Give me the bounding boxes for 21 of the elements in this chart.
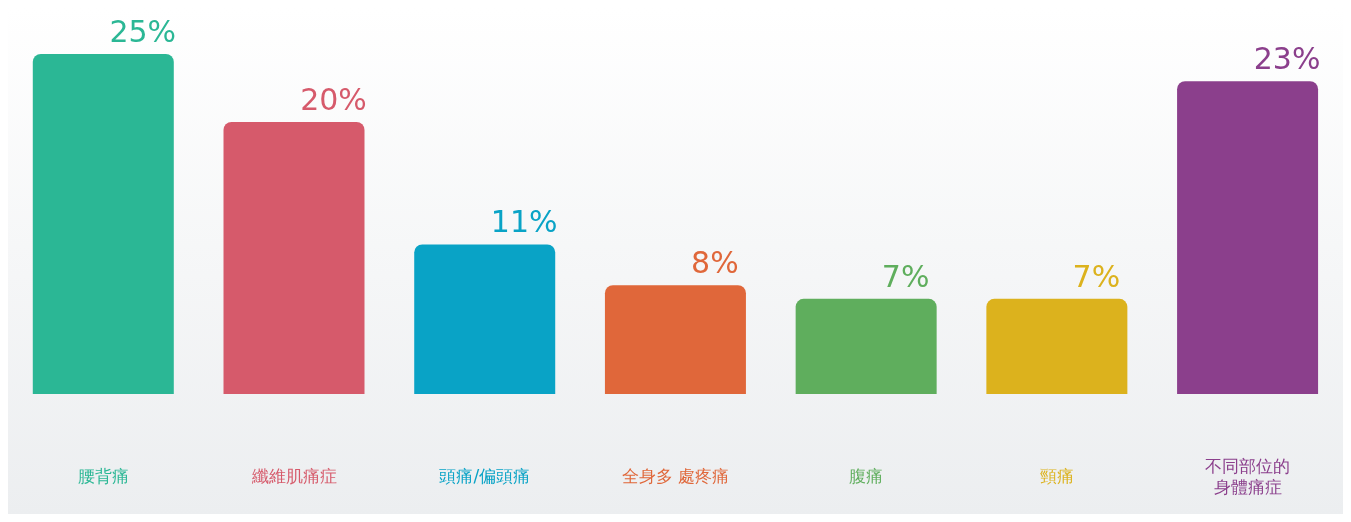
data-label: 20%	[300, 82, 367, 117]
bar	[795, 298, 937, 394]
x-tick-label: 纖維肌痛症	[250, 466, 337, 486]
data-label: 7%	[1072, 258, 1121, 294]
bar	[986, 298, 1128, 394]
data-label: 23%	[1253, 41, 1321, 77]
bar	[223, 122, 365, 394]
bar	[604, 285, 746, 394]
x-tick-label: 不同部位的身體痛症	[1205, 456, 1291, 497]
x-tick-label: 頸痛	[1039, 466, 1074, 486]
data-label: 8%	[691, 245, 739, 281]
data-label: 7%	[881, 258, 930, 294]
bar	[414, 244, 556, 394]
x-tick-label: 腰背痛	[77, 466, 129, 486]
x-tick-label: 頭痛/偏頭痛	[439, 466, 531, 486]
bar	[32, 54, 174, 394]
bar	[1177, 81, 1319, 394]
data-label: 25%	[109, 14, 177, 49]
x-tick-label: 腹痛	[849, 466, 884, 486]
x-tick-label: 全身多 處疼痛	[621, 466, 730, 486]
data-label: 11%	[490, 204, 558, 240]
